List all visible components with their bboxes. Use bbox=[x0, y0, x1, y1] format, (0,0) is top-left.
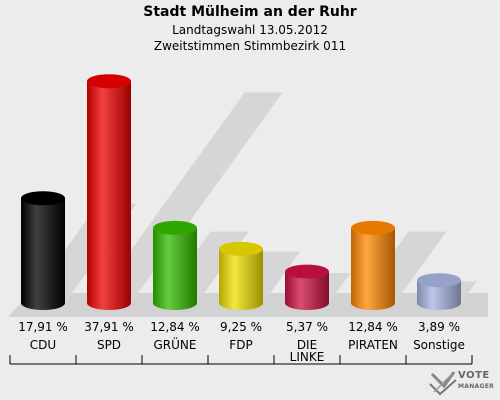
bar-body bbox=[21, 198, 65, 310]
logo-text: VOTE MANAGER bbox=[458, 370, 494, 392]
vote-manager-logo bbox=[429, 371, 457, 396]
bar-body bbox=[417, 280, 461, 310]
category-axis bbox=[9, 355, 473, 365]
value-labels: 17,91 % 37,91 % 12,84 % 9,25 % 5,37 % 12,84 %… bbox=[18, 320, 460, 334]
category-label: LINKE bbox=[290, 350, 325, 364]
bar-top bbox=[21, 191, 65, 206]
chart-subtitle-district: Zweitstimmen Stimmbezirk 011 bbox=[153, 39, 347, 53]
category-label: CDU bbox=[30, 338, 56, 352]
bar-fdp bbox=[219, 241, 263, 310]
value-label: 5,37 % bbox=[286, 320, 328, 334]
bar-cdu bbox=[21, 191, 65, 310]
logo-text-sub: MANAGER bbox=[458, 383, 495, 390]
bars bbox=[21, 74, 461, 310]
bar-body bbox=[87, 81, 131, 310]
category-label: FDP bbox=[229, 338, 252, 352]
value-label: 9,25 % bbox=[220, 320, 262, 334]
ballot-check-icon bbox=[429, 371, 457, 396]
bar-shadow bbox=[93, 92, 283, 303]
logo-text-main: VOTE bbox=[458, 370, 490, 381]
category-label: PIRATEN bbox=[348, 338, 398, 352]
chart-subtitle-date: Landtagswahl 13.05.2012 bbox=[172, 23, 328, 37]
bar-spd bbox=[87, 74, 131, 310]
chart-title: Stadt Mülheim an der Ruhr bbox=[143, 4, 357, 20]
bar-top bbox=[351, 220, 395, 235]
value-label: 3,89 % bbox=[418, 320, 460, 334]
bar-body bbox=[285, 271, 329, 310]
bar-grüne bbox=[153, 220, 197, 310]
category-label: Sonstige bbox=[413, 338, 465, 352]
bar-sonstige bbox=[417, 273, 461, 310]
bar-top bbox=[417, 273, 461, 288]
value-label: 12,84 % bbox=[348, 320, 398, 334]
bar-top bbox=[153, 220, 197, 235]
bar-piraten bbox=[351, 220, 395, 310]
bar-body bbox=[351, 227, 395, 310]
category-label: SPD bbox=[97, 338, 121, 352]
bar-body bbox=[153, 227, 197, 310]
value-label: 37,91 % bbox=[84, 320, 134, 334]
bar-top bbox=[285, 264, 329, 279]
bar-die-linke bbox=[285, 264, 329, 310]
value-label: 17,91 % bbox=[18, 320, 68, 334]
value-label: 12,84 % bbox=[150, 320, 200, 334]
bar-top bbox=[219, 241, 263, 256]
category-label: DIE bbox=[297, 338, 317, 352]
bar-body bbox=[219, 248, 263, 310]
bar-top bbox=[87, 74, 131, 89]
category-label: GRÜNE bbox=[154, 336, 197, 352]
